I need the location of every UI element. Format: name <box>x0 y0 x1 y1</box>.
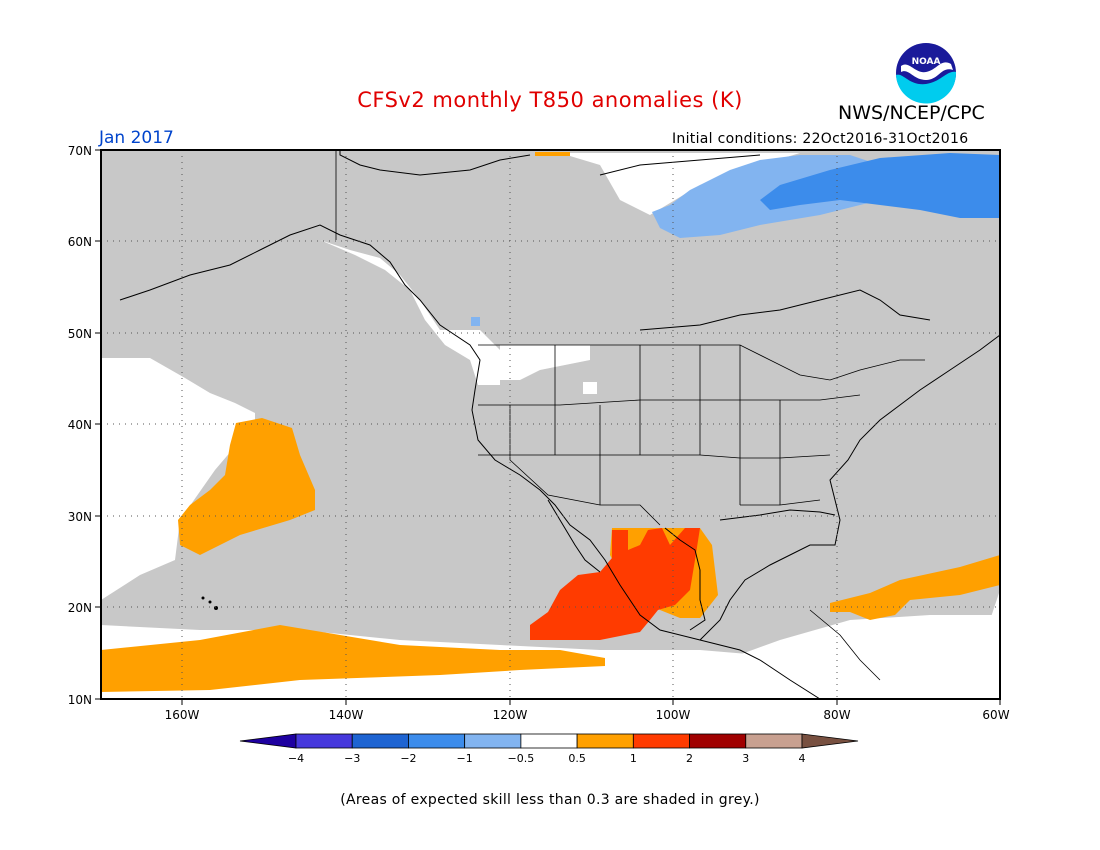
lat-label: 10N <box>68 693 92 707</box>
lat-label: 40N <box>68 418 92 432</box>
colorbar-label: −4 <box>288 752 304 765</box>
colorbar-label: 4 <box>799 752 806 765</box>
colorbar-label: 2 <box>686 752 693 765</box>
latitude-labels: 10N 20N 30N 40N 50N 60N 70N <box>68 144 92 707</box>
longitude-labels: 160W 140W 120W 100W 80W 60W <box>165 708 1010 722</box>
colorbar-label: 3 <box>742 752 749 765</box>
lat-label: 30N <box>68 510 92 524</box>
logo-text: NOAA <box>912 57 941 67</box>
valid-month: Jan 2017 <box>99 128 174 148</box>
colorbar-arrow-low <box>239 733 297 749</box>
lat-label: 20N <box>68 601 92 615</box>
colorbar-label: 0.5 <box>568 752 586 765</box>
initial-conditions: Initial conditions: 22Oct2016-31Oct2016 <box>672 131 969 147</box>
lon-label: 160W <box>165 708 200 722</box>
colorbar-box <box>408 733 466 749</box>
colorbar: −4 −3 −2 −1 −0.5 0.5 1 2 3 4 <box>239 733 859 765</box>
colorbar-box <box>351 733 409 749</box>
lon-label: 60W <box>982 708 1009 722</box>
footnote: (Areas of expected skill less than 0.3 a… <box>340 792 760 808</box>
lat-label: 70N <box>68 144 92 158</box>
noaa-logo: NOAA <box>896 43 957 104</box>
colorbar-label: 1 <box>630 752 637 765</box>
colorbar-arrow-high <box>801 733 859 749</box>
organization-label: NWS/NCEP/CPC <box>838 102 985 124</box>
colorbar-box <box>689 733 747 749</box>
strong-warm-anomaly-areas <box>530 528 700 640</box>
cooler-anomaly-areas <box>760 153 1000 218</box>
coastlines <box>119 150 1000 699</box>
colorbar-box <box>520 733 578 749</box>
colorbar-box <box>745 733 803 749</box>
axis-ticks <box>95 149 1001 705</box>
colorbar-label: −3 <box>344 752 360 765</box>
lat-label: 50N <box>68 327 92 341</box>
colorbar-label: −0.5 <box>508 752 535 765</box>
colorbar-label: −2 <box>400 752 416 765</box>
colorbar-box <box>576 733 634 749</box>
chart-title: CFSv2 monthly T850 anomalies (K) <box>357 88 743 112</box>
lon-label: 100W <box>656 708 691 722</box>
colorbar-box <box>632 733 690 749</box>
colorbar-label: −1 <box>457 752 473 765</box>
lat-label: 60N <box>68 235 92 249</box>
lon-label: 80W <box>823 708 850 722</box>
colorbar-box <box>464 733 522 749</box>
lon-label: 120W <box>493 708 528 722</box>
colorbar-box <box>295 733 353 749</box>
lon-label: 140W <box>329 708 364 722</box>
